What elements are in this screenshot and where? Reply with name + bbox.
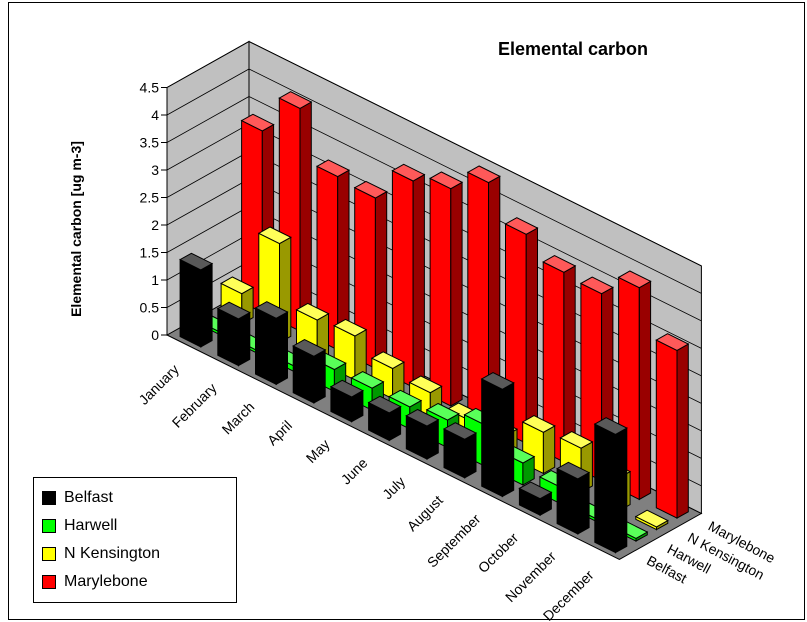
legend-item-n-kensington: N Kensington [42, 540, 236, 568]
bar-belfast-november [556, 461, 591, 535]
bar-belfast-september [480, 372, 515, 498]
chart-title: Elemental carbon [498, 39, 648, 59]
y-tick-labels: 0 0.5 1 1.5 2 2.5 3 3.5 4 4.5 [140, 80, 167, 343]
bar-belfast-august [442, 422, 478, 479]
gridline [166, 96, 702, 322]
x-tick-label: February [169, 380, 220, 431]
bar-belfast-february [216, 301, 251, 367]
legend-swatch [42, 491, 56, 505]
y-tick-label: 1.5 [140, 245, 160, 261]
bar-belfast-march [254, 301, 289, 386]
y-tick-label: 2.5 [140, 190, 160, 206]
chart-frame: 0 0.5 1 1.5 2 2.5 3 3.5 4 4.5 January February Marc… [8, 2, 805, 621]
legend-label: Belfast [64, 489, 113, 506]
legend-swatch [42, 519, 56, 533]
y-tick-label: 0 [151, 327, 159, 343]
bar-marylebone-june [429, 171, 464, 407]
y-tick-label: 1 [151, 272, 159, 288]
y-tick-label: 3 [151, 162, 159, 178]
bar-n-kensington-may [370, 351, 405, 400]
y-tick-label: 3.5 [140, 135, 160, 151]
bar-belfast-april [292, 339, 327, 404]
x-tick-label: May [303, 436, 333, 466]
x-tick-label: December [540, 567, 597, 621]
x-tick-label: November [502, 548, 559, 605]
x-tick-label: January [135, 361, 182, 408]
legend-swatch [42, 547, 56, 561]
legend-item-belfast: Belfast [42, 484, 236, 512]
bar-marylebone-november [617, 270, 652, 501]
bar-marylebone-march [315, 159, 351, 351]
x-tick-label: March [219, 399, 258, 438]
bar-marylebone-april [353, 180, 388, 370]
y-tick-label: 2 [151, 217, 159, 233]
legend-item-harwell: Harwell [42, 512, 236, 540]
x-tick-label: August [404, 492, 446, 534]
bar-belfast-may [329, 379, 364, 423]
bar-belfast-january [179, 252, 214, 348]
x-tick-label: April [264, 417, 295, 448]
chart-bars [179, 91, 690, 554]
x-tick-label: June [338, 455, 371, 488]
y-tick-label: 4.5 [140, 80, 160, 96]
bar-n-kensington-september [521, 415, 556, 475]
x-tick-label: September [424, 511, 484, 571]
y-tick-label: 4 [151, 107, 159, 123]
bar-belfast-june [367, 395, 402, 442]
gridline [166, 41, 702, 267]
legend-swatch [42, 575, 56, 589]
legend-label: Harwell [64, 517, 118, 534]
bar-n-kensington-december [634, 509, 669, 531]
y-tick-label: 0.5 [140, 300, 160, 316]
bar-marylebone-september [542, 255, 577, 463]
bar-belfast-october [518, 481, 553, 517]
legend-label: Marylebone [64, 573, 148, 590]
legend-item-marylebone: Marylebone [42, 568, 236, 596]
bar-belfast-july [405, 408, 440, 460]
y-axis-label: Elemental carbon [ug m-3] [68, 141, 84, 317]
chart-3d-bar: 0 0.5 1 1.5 2 2.5 3 3.5 4 4.5 JanuaryFebruaryMarc… [68, 39, 778, 621]
legend: Belfast Harwell N Kensington Marylebone [33, 477, 237, 603]
bar-marylebone-may [391, 163, 426, 389]
legend-label: N Kensington [64, 545, 161, 562]
bar-marylebone-december [655, 333, 690, 519]
bar-belfast-december [593, 417, 628, 554]
x-tick-label: October [475, 529, 522, 576]
gridline [166, 68, 702, 294]
bar-n-kensington-april [333, 318, 368, 381]
x-tick-label: July [379, 473, 408, 502]
